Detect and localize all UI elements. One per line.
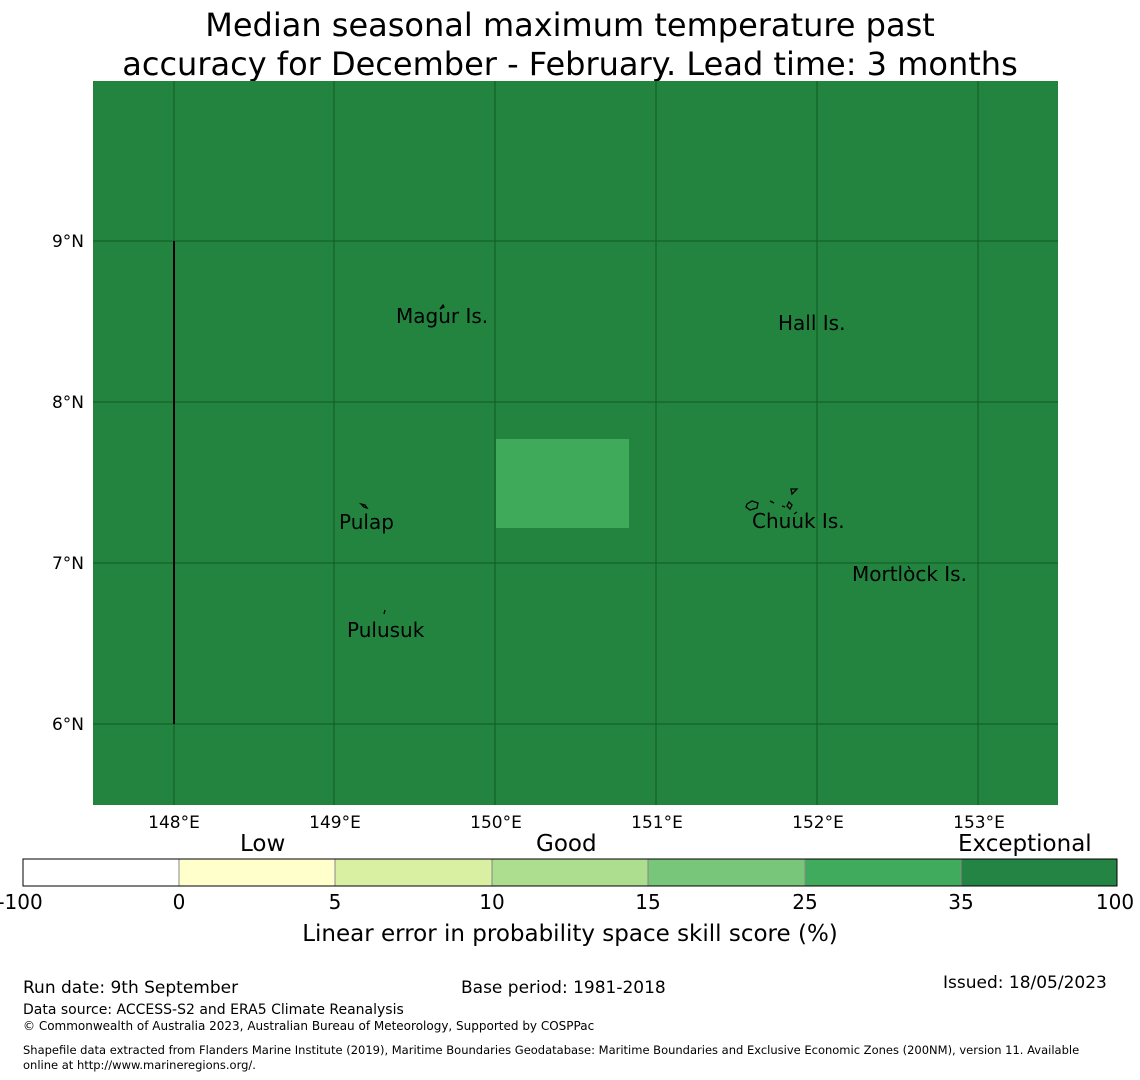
colorbar [22,858,1118,887]
pulusuk-island-shape [383,609,386,615]
colorbar-segment [647,858,806,887]
lon-tick-label: 152°E [792,813,844,833]
colorbar-tick-label: 15 [635,890,660,914]
colorbar-segment [178,858,336,887]
magur-island-shape [439,303,445,310]
lon-tick-label: 148°E [148,813,200,833]
lat-tick-label: 9°N [52,232,84,252]
place-label-pulap: Pulap [339,510,394,534]
colorbar-tick-label: 25 [792,890,817,914]
lon-tick-label: 149°E [309,813,361,833]
pulap-island-shape [358,502,369,510]
run-date: Run date: 9th September [23,978,239,998]
colorbar-segment [960,858,1118,887]
colorbar-tick-label: 35 [948,890,973,914]
place-label-chuuk: Chuuk Is. [752,509,845,533]
data-source: Data source: ACCESS-S2 and ERA5 Climate … [23,1002,404,1018]
map-title-line-2: accuracy for December - February. Lead t… [122,45,1018,83]
lon-tick-label: 153°E [953,813,1005,833]
gridlines [93,81,1058,805]
skill-highlight-cell [496,439,629,528]
shapefile-credit-line-2: online at http://www.marineregions.org/. [23,1058,256,1072]
colorbar-segment [334,858,493,887]
island-outlines [358,303,911,615]
colorbar-tick-label: 100 [1096,890,1134,914]
colorbar-segment [22,858,180,887]
longitude-ticks: 148°E 149°E 150°E 151°E 152°E 153°E [148,813,1005,833]
base-period: Base period: 1981-2018 [461,978,666,998]
place-label-hall: Hall Is. [778,311,845,335]
lat-tick-label: 7°N [52,554,84,574]
lon-tick-label: 150°E [470,813,522,833]
lat-tick-label: 6°N [52,715,84,735]
map-title-line-1: Median seasonal maximum temperature past [205,6,935,44]
place-label-mortlock: Mortlock Is. [852,562,967,586]
issued-date: Issued: 18/05/2023 [943,973,1107,993]
place-label-pulusuk: Pulusuk [347,618,425,642]
category-label-exceptional: Exceptional [958,831,1092,857]
chuuk-lagoon-shape [745,488,799,515]
colorbar-segment [491,858,649,887]
lon-tick-label: 151°E [631,813,683,833]
colorbar-ticks: -100 0 5 10 15 25 35 100 [0,890,1134,914]
colorbar-axis-label: Linear error in probability space skill … [302,921,838,947]
colorbar-frame [22,858,1118,887]
category-label-good: Good [536,831,597,857]
lat-tick-label: 8°N [52,393,84,413]
shapefile-credit-line-1: Shapefile data extracted from Flanders M… [23,1043,1080,1057]
copyright-notice: © Commonwealth of Australia 2023, Austra… [23,1019,595,1033]
colorbar-tick-label: 0 [173,890,186,914]
latitude-ticks: 9°N 8°N 7°N 6°N [52,232,84,735]
category-label-low: Low [240,831,286,857]
colorbar-tick-label: 5 [329,890,342,914]
colorbar-tick-label: -100 [0,890,43,914]
colorbar-tick-label: 10 [479,890,504,914]
mortlock-island-shape [907,565,911,570]
colorbar-segment [804,858,962,887]
place-label-magur: Magur Is. [396,304,488,328]
